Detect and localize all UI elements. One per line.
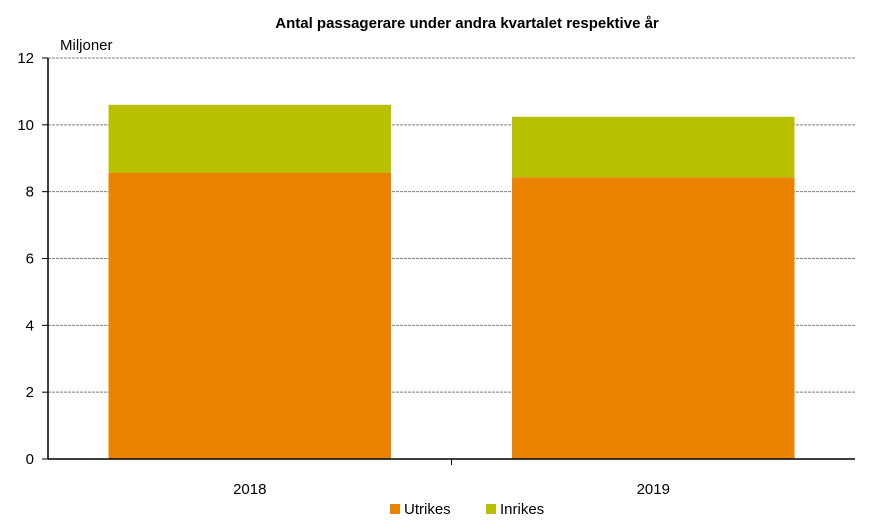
axes	[42, 57, 855, 465]
bar-inrikes-2018	[108, 104, 391, 173]
x-category-labels: 2018 2019	[233, 481, 670, 498]
y-tick-label: 2	[26, 384, 34, 401]
bars	[108, 104, 795, 460]
legend-swatch-inrikes	[486, 504, 496, 514]
legend-label-inrikes: Inrikes	[500, 501, 544, 518]
bar-utrikes-2019	[512, 177, 795, 460]
legend-label-utrikes: Utrikes	[404, 501, 451, 518]
bar-utrikes-2018	[108, 172, 391, 459]
x-category-label: 2019	[637, 481, 670, 498]
x-category-label: 2018	[233, 481, 266, 498]
chart-title: Antal passagerare under andra kvartalet …	[275, 15, 659, 32]
y-tick-label: 6	[26, 251, 34, 268]
y-tick-label: 10	[17, 117, 34, 134]
legend: Utrikes Inrikes	[390, 501, 544, 518]
legend-swatch-utrikes	[390, 504, 400, 514]
y-tick-label: 0	[26, 451, 34, 468]
bar-inrikes-2019	[512, 116, 795, 178]
y-tick-labels: 0 2 4 6 8 10 12	[17, 50, 34, 468]
y-axis-unit-label: Miljoner	[60, 37, 113, 54]
y-tick-label: 4	[26, 317, 34, 334]
y-tick-label: 12	[17, 50, 34, 67]
y-tick-label: 8	[26, 184, 34, 201]
